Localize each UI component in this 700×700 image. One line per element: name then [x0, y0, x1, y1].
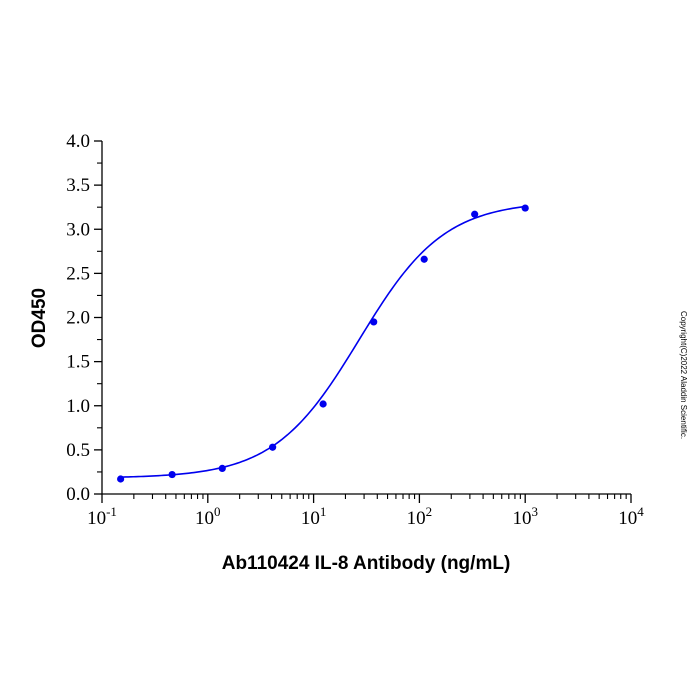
x-tick-base: 10	[618, 508, 637, 529]
y-tick-label: 2.5	[66, 263, 90, 284]
x-tick-exponent: 3	[531, 504, 538, 519]
data-point	[471, 210, 479, 218]
x-tick-exponent: 1	[320, 504, 327, 519]
fit-curve	[120, 205, 526, 478]
data-point	[117, 475, 125, 483]
y-tick-label: 1.5	[66, 352, 90, 373]
x-tick-label: 100	[195, 504, 221, 529]
x-tick-label: 102	[407, 504, 433, 529]
x-tick-exponent: 0	[214, 504, 221, 519]
y-axis-title: OD450	[29, 288, 50, 348]
x-tick-exponent: -1	[106, 504, 117, 519]
data-point	[218, 464, 226, 473]
y-tick-label: 2.0	[66, 308, 90, 329]
data-point	[319, 400, 327, 408]
data-point	[420, 255, 428, 263]
x-axis: 10-1 100 101 102 103 104	[87, 493, 644, 529]
y-tick-label: 1.0	[66, 396, 90, 417]
copyright-watermark: Copyright(C)2022 Aladdin Scientific.	[679, 311, 688, 439]
x-tick-base: 10	[407, 508, 426, 529]
x-tick-label: 104	[618, 504, 644, 529]
data-point	[521, 204, 529, 212]
x-tick-base: 10	[195, 508, 214, 529]
data-points-layer	[117, 204, 529, 483]
data-point	[370, 318, 378, 326]
data-point	[269, 443, 277, 451]
y-tick-label: 4.0	[66, 131, 90, 152]
x-tick-label: 10-1	[87, 504, 117, 529]
x-tick-exponent: 4	[637, 504, 644, 519]
y-tick-label: 0.5	[66, 440, 90, 461]
y-axis: 0.0 0.5 1.0 1.5 2.0 2.5 3.0 3.5 4.0	[66, 131, 103, 505]
y-tick-label: 3.0	[66, 219, 90, 240]
x-tick-base: 10	[512, 508, 531, 529]
x-tick-base: 10	[87, 508, 106, 529]
data-point	[168, 470, 176, 479]
x-tick-label: 101	[301, 504, 327, 529]
x-axis-title: Ab110424 IL-8 Antibody (ng/mL)	[222, 553, 511, 574]
x-tick-base: 10	[301, 508, 320, 529]
x-tick-exponent: 2	[426, 504, 433, 519]
fit-curve-layer	[120, 205, 526, 478]
y-tick-label: 0.0	[66, 484, 90, 505]
y-tick-label: 3.5	[66, 175, 90, 196]
x-tick-label: 103	[512, 504, 538, 529]
